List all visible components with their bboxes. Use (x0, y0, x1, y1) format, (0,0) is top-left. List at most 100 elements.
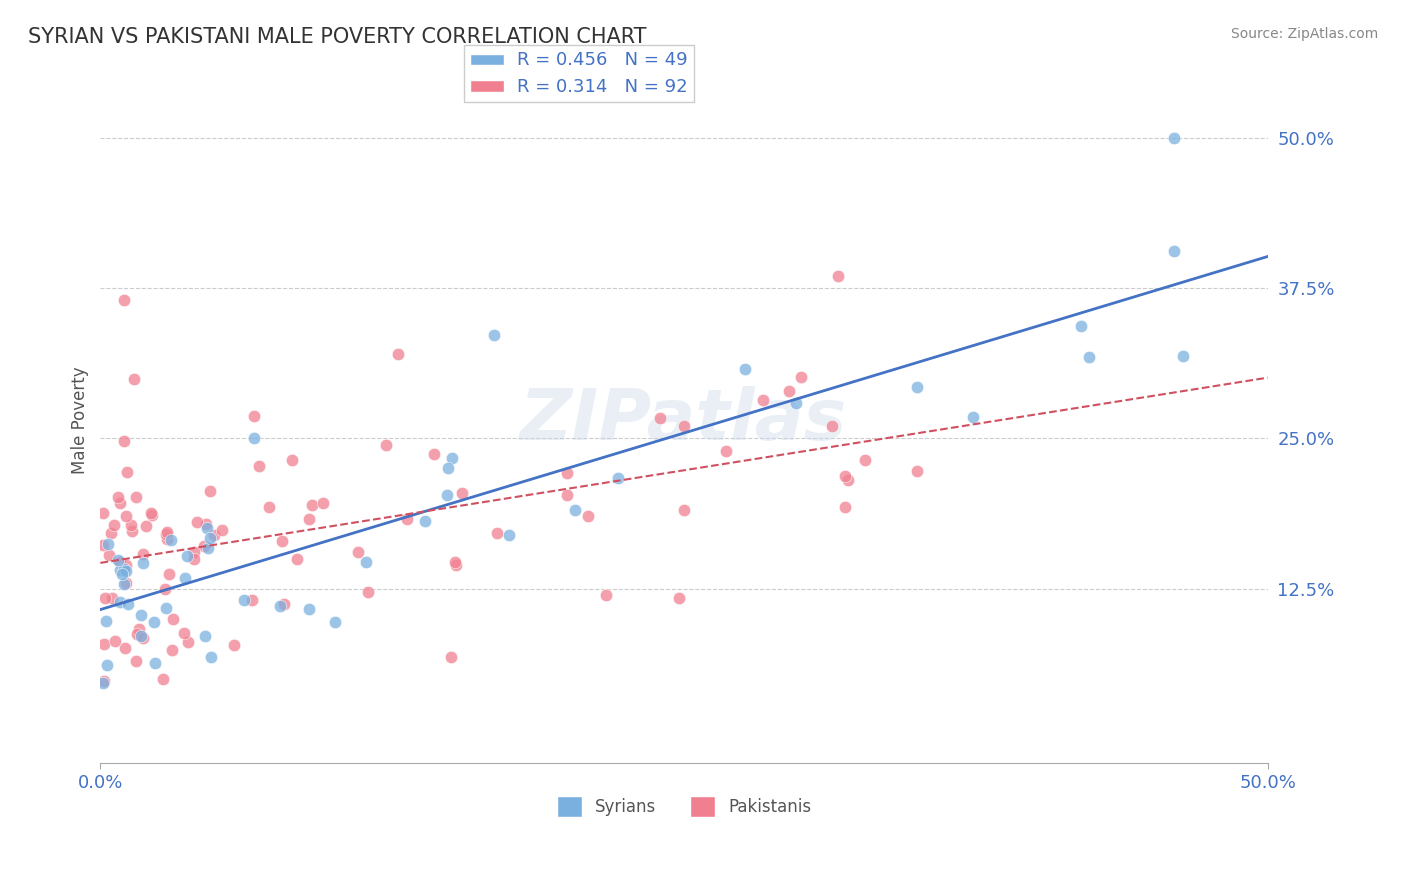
Point (195, 521, 218, 535)
Point (233, 593, 256, 607)
Text: ZIPatlas: ZIPatlas (520, 385, 848, 455)
Point (1070, 318, 1092, 333)
Point (91, 675, 114, 690)
Point (827, 268, 849, 283)
Point (440, 450, 463, 465)
Y-axis label: Male Poverty: Male Poverty (72, 367, 89, 474)
Point (132, 631, 155, 645)
Point (200, 650, 222, 665)
Point (555, 488, 578, 502)
Point (125, 627, 148, 641)
Point (436, 488, 458, 502)
Point (94, 591, 117, 605)
Legend: Syrians, Pakistanis: Syrians, Pakistanis (550, 789, 818, 823)
Point (152, 672, 174, 686)
Point (94, 614, 117, 628)
Point (173, 626, 195, 640)
Point (115, 564, 138, 578)
Point (298, 511, 321, 525)
Point (121, 524, 143, 538)
Point (450, 485, 472, 500)
Point (143, 656, 166, 670)
Point (323, 615, 346, 630)
Point (422, 447, 444, 461)
Point (439, 649, 461, 664)
Point (395, 511, 418, 525)
Point (155, 601, 177, 615)
Point (131, 556, 153, 570)
Point (194, 629, 217, 643)
Point (96, 658, 118, 673)
Point (785, 395, 807, 409)
Point (298, 601, 321, 615)
Point (778, 384, 800, 398)
Point (482, 327, 505, 342)
Point (162, 612, 184, 626)
Point (443, 555, 465, 569)
Point (962, 410, 984, 425)
Point (1163, 130, 1185, 145)
Point (907, 465, 929, 479)
Point (98, 548, 121, 562)
Point (97, 537, 120, 551)
Point (112, 434, 135, 448)
Point (243, 431, 266, 445)
Point (112, 293, 135, 307)
Point (103, 518, 125, 533)
Point (108, 496, 131, 510)
Point (249, 459, 271, 474)
Point (271, 533, 294, 548)
Point (125, 654, 148, 668)
Point (135, 519, 157, 533)
Point (1163, 244, 1185, 258)
Point (114, 641, 136, 656)
Point (672, 503, 695, 517)
Point (128, 622, 150, 636)
Point (650, 411, 672, 425)
Point (115, 575, 138, 590)
Point (91, 506, 114, 520)
Point (142, 615, 165, 629)
Point (820, 419, 842, 434)
Point (211, 523, 233, 537)
Point (111, 566, 134, 581)
Point (195, 516, 218, 531)
Point (186, 515, 208, 529)
Point (101, 591, 124, 605)
Point (837, 473, 859, 487)
Point (357, 584, 380, 599)
Point (156, 532, 179, 546)
Point (125, 490, 148, 504)
Point (93, 674, 115, 689)
Point (112, 576, 135, 591)
Point (576, 509, 599, 524)
Point (242, 593, 264, 607)
Point (120, 517, 142, 532)
Point (555, 466, 578, 480)
Point (444, 558, 467, 573)
Text: Source: ZipAtlas.com: Source: ZipAtlas.com (1230, 27, 1378, 41)
Point (202, 527, 225, 541)
Point (107, 553, 129, 567)
Point (173, 571, 195, 585)
Point (734, 362, 756, 376)
Point (177, 635, 200, 649)
Point (104, 633, 127, 648)
Point (198, 484, 221, 499)
Point (156, 524, 179, 539)
Point (243, 409, 266, 424)
Point (131, 547, 153, 561)
Point (117, 597, 139, 611)
Point (257, 500, 280, 515)
Point (91, 538, 114, 552)
Point (155, 527, 177, 541)
Point (834, 469, 856, 483)
Point (269, 599, 291, 614)
Text: SYRIAN VS PAKISTANI MALE POVERTY CORRELATION CHART: SYRIAN VS PAKISTANI MALE POVERTY CORRELA… (28, 27, 647, 46)
Point (564, 503, 586, 517)
Point (853, 453, 876, 467)
Point (347, 545, 370, 559)
Point (160, 643, 183, 657)
Point (1171, 349, 1194, 363)
Point (281, 452, 304, 467)
